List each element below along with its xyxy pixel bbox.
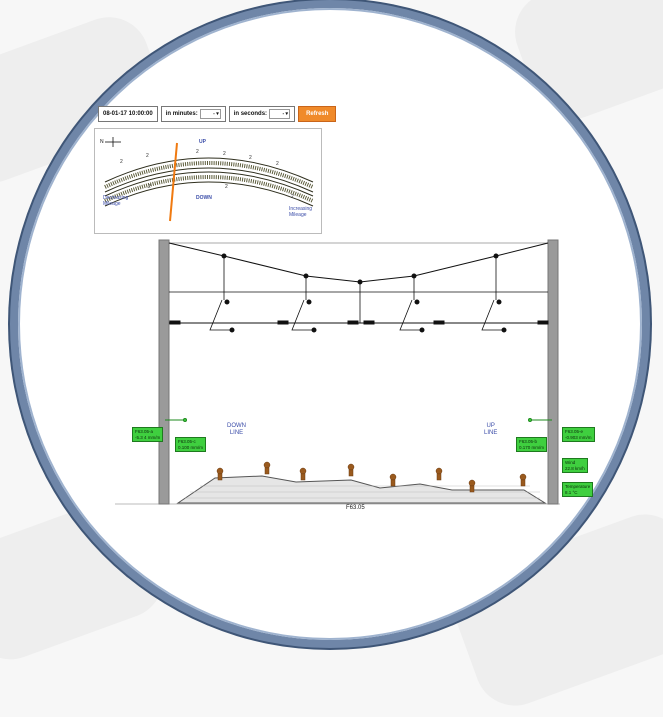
droppers [169, 253, 549, 333]
sensor-mark: 2 [276, 161, 279, 167]
up-line-label: UP LINE [484, 423, 498, 436]
catenary-wire [168, 242, 549, 283]
down-line-label: DOWN LINE [227, 423, 246, 436]
ballast [176, 475, 547, 504]
sensor-right-4[interactable]: Temperature 8.1 °C [562, 482, 594, 497]
sensor-right-2[interactable]: F63.05-b 0.170 mm/m [516, 437, 548, 452]
minutes-select[interactable]: in minutes: - ▾ [160, 106, 226, 122]
section-id-label: F63.05 [346, 505, 365, 511]
sensor-mark: 2 [225, 184, 228, 190]
rails [216, 461, 527, 493]
sensor-mark: 2 [249, 155, 252, 161]
sensor-mark: 2 [196, 149, 199, 155]
seconds-label: in seconds: [233, 111, 268, 117]
seconds-dropdown[interactable]: - ▾ [269, 109, 291, 119]
minutes-label: in minutes: [165, 111, 198, 117]
track-map [104, 137, 314, 222]
refresh-button[interactable]: Refresh [298, 106, 337, 122]
toolbar: 08-01-17 10:00:00 in minutes: - ▾ in sec… [98, 106, 337, 122]
decreasing-note: Decreasing Mileage [103, 195, 129, 207]
datetime-field[interactable]: 08-01-17 10:00:00 [98, 106, 158, 122]
down-label: DOWN [196, 195, 212, 201]
sensor-mark: 2 [148, 184, 151, 190]
sensor-right-1[interactable]: F63.05-e -0.903 mm/m [562, 427, 595, 442]
sensor-left-2[interactable]: F63.05-c 0.100 mm/m [175, 437, 207, 452]
sensor-mark: 2 [146, 153, 149, 159]
seconds-select[interactable]: in seconds: - ▾ [228, 106, 296, 122]
increasing-note: Increasing Mileage [289, 206, 313, 218]
sensor-mark: 2 [120, 159, 123, 165]
track-map-panel: N UP DOWN Decreasing Mileage Increasing Mi… [94, 128, 322, 234]
sensor-left-1[interactable]: F63.05-a -5.3 4 mm/m [132, 427, 164, 442]
sensor-mark: 2 [291, 194, 294, 200]
left-mast [158, 239, 170, 505]
minutes-dropdown[interactable]: - ▾ [199, 109, 221, 119]
cross-section-diagram [115, 239, 560, 505]
north-label: N [100, 139, 104, 145]
tilt-sensor-icon [165, 418, 552, 422]
right-mast [547, 239, 559, 505]
up-label: UP [199, 139, 206, 145]
sensor-right-3[interactable]: Wind 22.8 km/h [562, 458, 588, 473]
sensor-mark: 2 [223, 151, 226, 157]
position-marker [169, 142, 178, 222]
